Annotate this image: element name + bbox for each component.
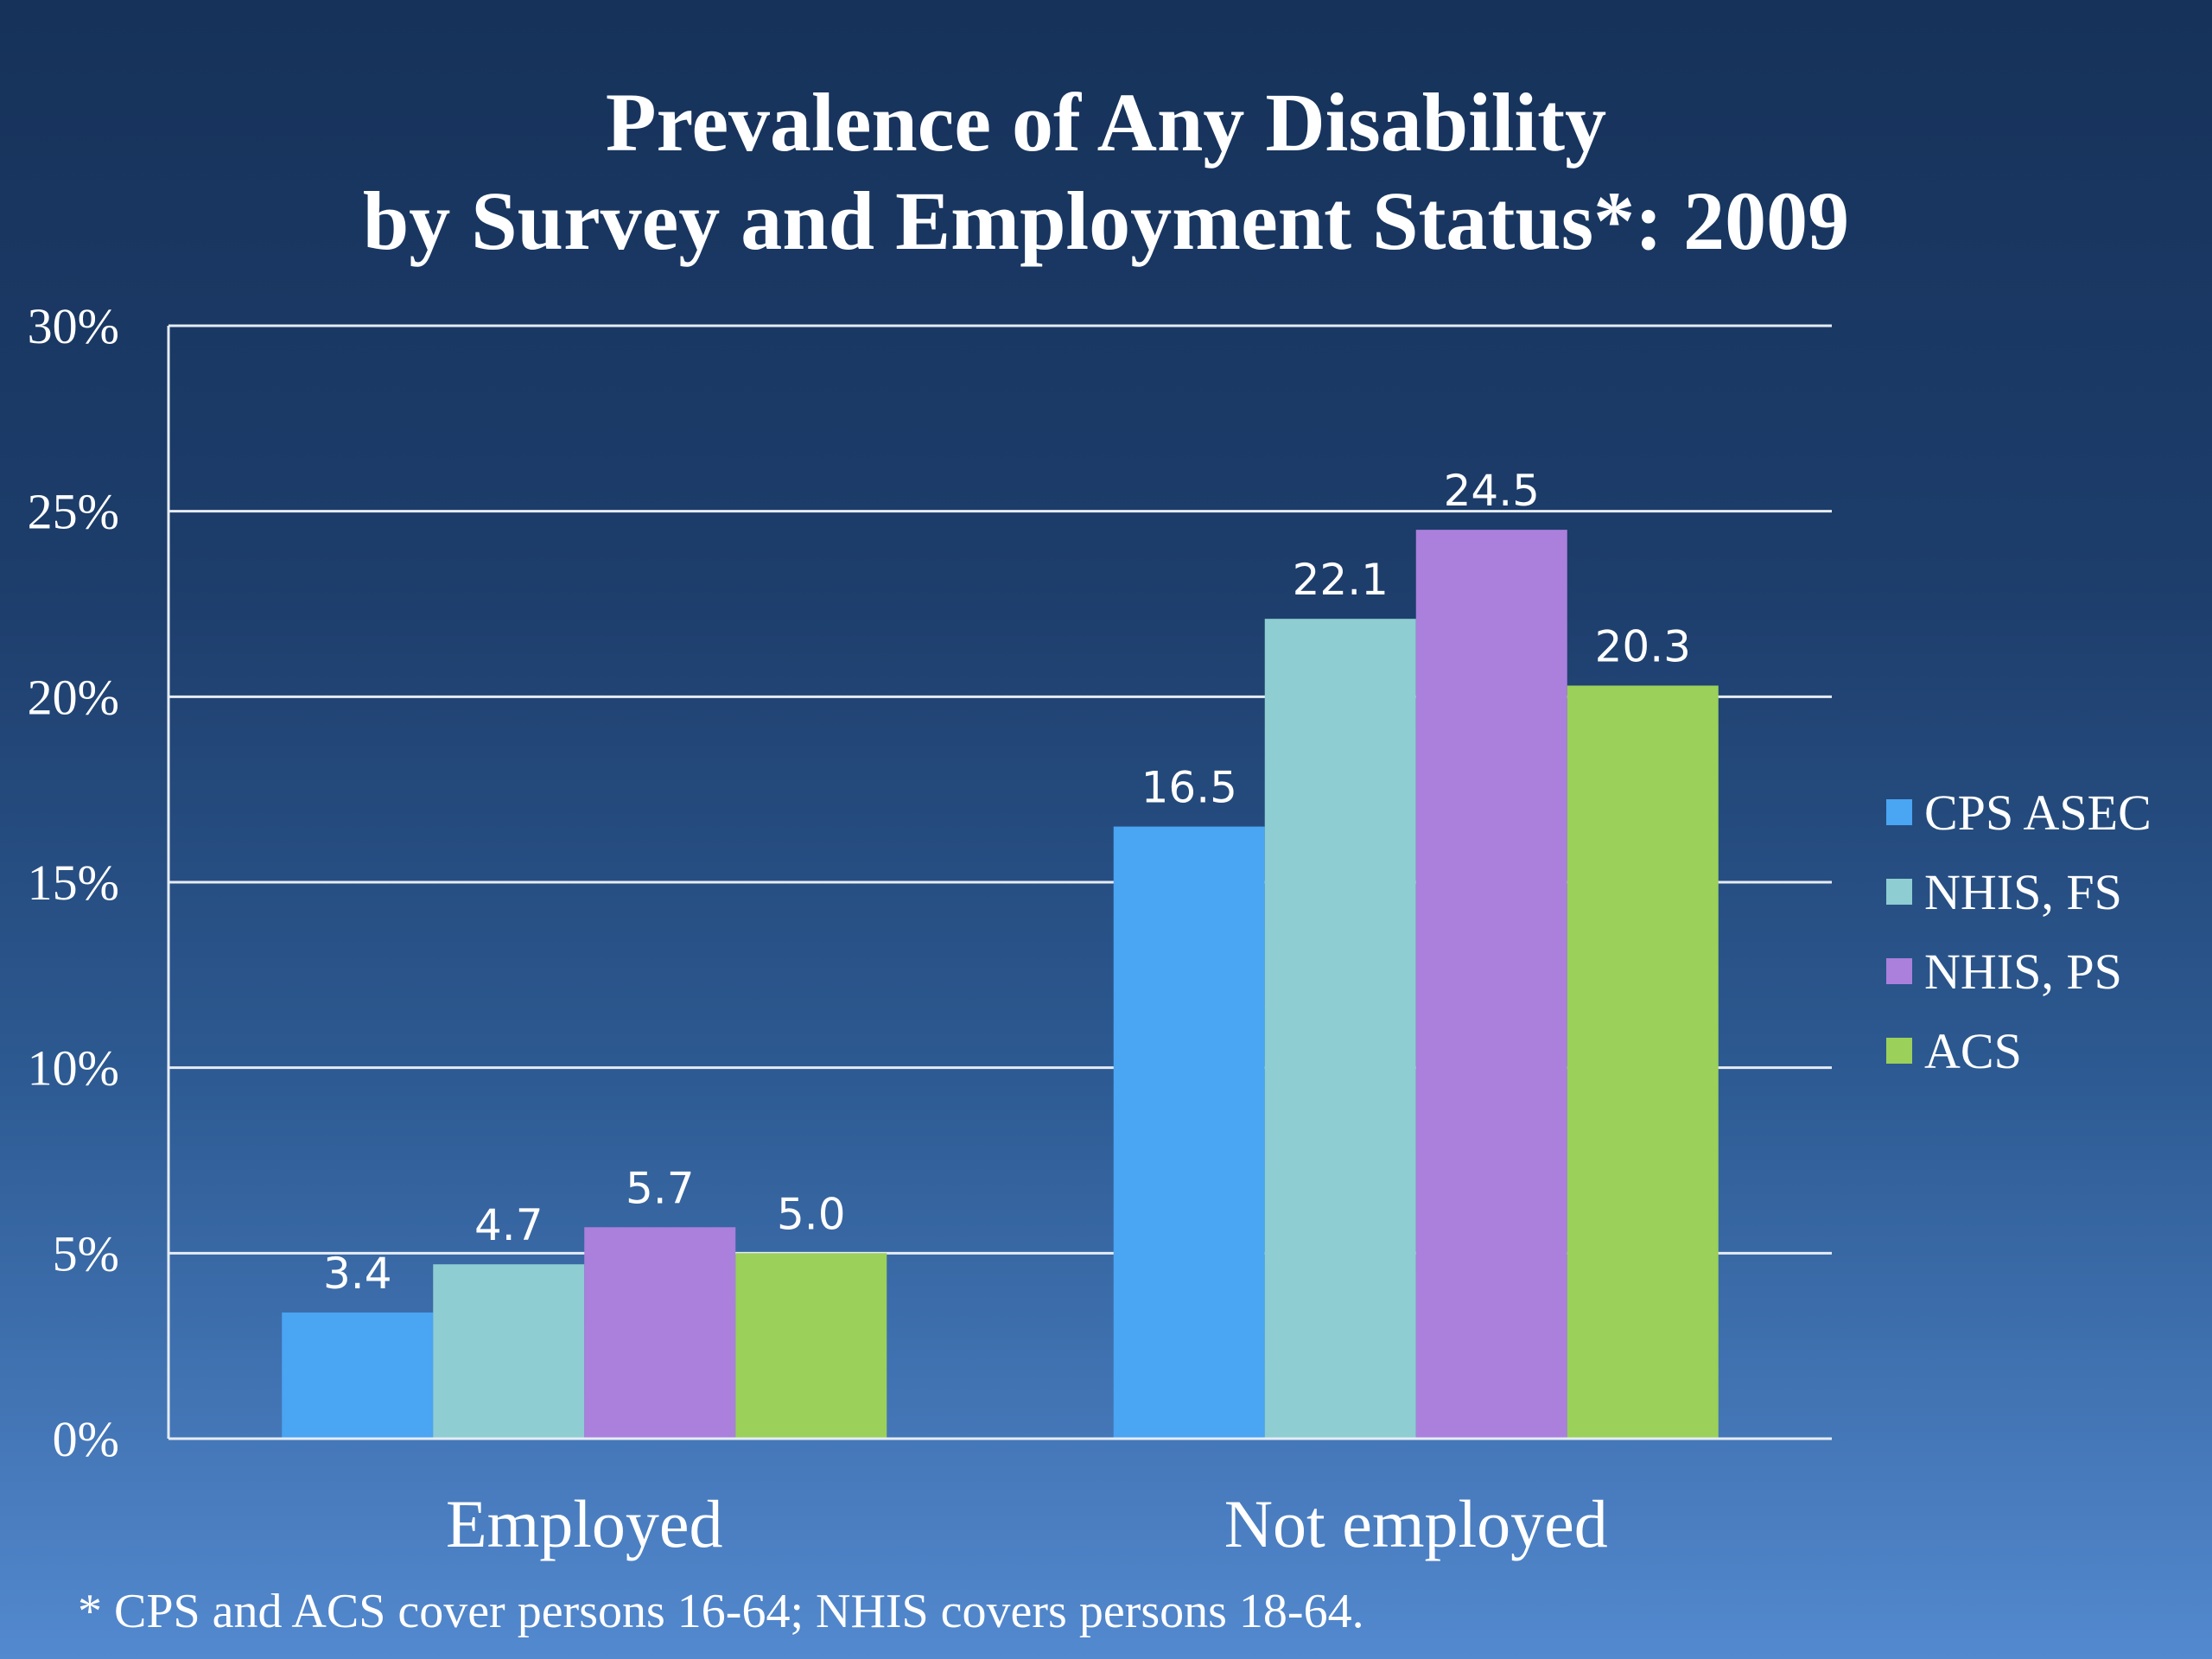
y-tick-label: 30% (28, 298, 119, 354)
legend-label: ACS (1924, 1023, 2022, 1079)
data-label: 4.7 (474, 1200, 543, 1250)
data-labels: 3.4 4.7 5.7 5.0 16.5 22.1 24.5 20.3 (323, 466, 1691, 1299)
bar (1415, 530, 1567, 1440)
bar (1113, 826, 1265, 1439)
footnote: * CPS and ACS cover persons 16-64; NHIS … (78, 1585, 1364, 1638)
bar (1264, 619, 1416, 1439)
y-tick-label: 10% (28, 1040, 119, 1096)
category-label: Employed (446, 1486, 723, 1561)
legend-label: CPS ASEC (1924, 785, 2152, 841)
legend-label: NHIS, FS (1924, 864, 2122, 920)
y-tick-label: 15% (28, 855, 119, 911)
bar (735, 1253, 887, 1439)
bars (282, 530, 1719, 1440)
data-label: 3.4 (323, 1249, 392, 1299)
legend-swatch (1886, 799, 1912, 825)
y-tick-label: 0% (53, 1411, 119, 1467)
bar (433, 1264, 585, 1439)
x-axis-categories: Employed Not employed (446, 1486, 1608, 1561)
data-label: 16.5 (1141, 763, 1237, 813)
legend-label: NHIS, PS (1924, 944, 2122, 1000)
legend-swatch (1886, 879, 1912, 905)
legend-swatch (1886, 1038, 1912, 1064)
chart-title-line-2: by Survey and Employment Status*: 2009 (362, 175, 1850, 267)
data-label: 20.3 (1595, 621, 1691, 671)
category-label: Not employed (1224, 1486, 1608, 1561)
y-axis-ticks: 0% 5% 10% 15% 20% 25% 30% (28, 298, 119, 1467)
data-label: 5.7 (626, 1163, 695, 1213)
axes (167, 326, 1832, 1440)
chart-title-line-1: Prevalence of Any Disability (605, 76, 1607, 168)
bar (282, 1313, 434, 1439)
data-label: 22.1 (1293, 555, 1389, 605)
data-label: 24.5 (1444, 466, 1540, 516)
y-tick-label: 20% (28, 669, 119, 725)
chart-title: Prevalence of Any Disability by Survey a… (0, 73, 2212, 270)
legend: CPS ASEC NHIS, FS NHIS, PS ACS (1886, 785, 2152, 1079)
y-tick-label: 25% (28, 484, 119, 540)
legend-swatch (1886, 958, 1912, 984)
y-tick-label: 5% (53, 1225, 119, 1281)
bar (584, 1227, 736, 1439)
bar (1567, 685, 1719, 1439)
data-label: 5.0 (777, 1189, 846, 1239)
